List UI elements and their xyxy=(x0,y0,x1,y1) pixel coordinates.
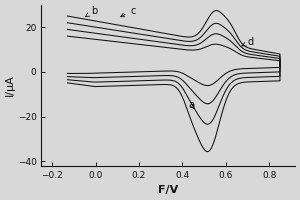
Text: a: a xyxy=(189,100,195,110)
X-axis label: F/V: F/V xyxy=(158,185,178,195)
Text: b: b xyxy=(85,6,98,17)
Y-axis label: I/μA: I/μA xyxy=(5,74,15,96)
Text: c: c xyxy=(121,6,136,17)
Text: d: d xyxy=(242,37,254,47)
